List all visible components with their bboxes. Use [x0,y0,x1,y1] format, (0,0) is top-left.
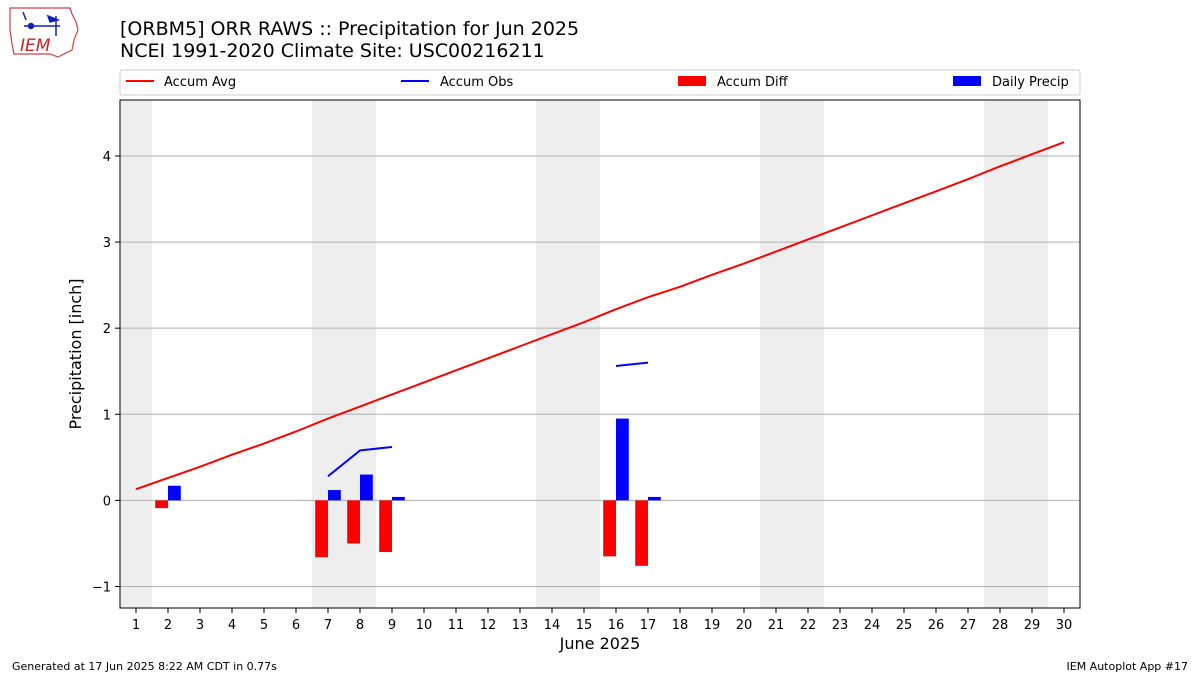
x-tick-label: 25 [896,618,913,633]
generated-timestamp: Generated at 17 Jun 2025 8:22 AM CDT in … [12,660,277,673]
x-tick-label: 11 [448,618,465,633]
iowa-outline-icon [9,7,79,58]
legend-label-accum-obs: Accum Obs [440,75,513,90]
y-tick-label: 1 [103,408,111,423]
x-tick-label: 7 [324,618,332,633]
plot-frame [119,99,1081,609]
x-tick-label: 5 [260,618,268,633]
daily-precip-bar [392,496,405,501]
x-tick-label: 12 [480,618,497,633]
legend-label-accum-diff: Accum Diff [717,75,789,90]
accum-diff-bar [603,500,616,557]
y-axis-label: Precipitation [inch] [66,278,85,429]
legend-label-daily-precip: Daily Precip [992,75,1069,90]
x-tick-label: 2 [164,618,172,633]
x-tick-label: 15 [576,618,593,633]
x-tick-label: 19 [704,618,721,633]
logo-text: IEM [20,36,51,56]
x-tick-label: 29 [1024,618,1041,633]
gridlines [120,155,1080,587]
x-tick-label: 26 [928,618,945,633]
accum-avg-line [135,141,1065,491]
legend-label-accum-avg: Accum Avg [164,75,236,90]
chart-title: [ORBM5] ORR RAWS :: Precipitation for Ju… [120,18,579,40]
daily-precip-bar [648,496,661,501]
x-tick-label: 20 [736,618,753,633]
accum-diff-bar [635,500,648,566]
daily-precip-bar [328,490,341,501]
x-tick-label: 16 [608,618,625,633]
weekend-band-4 [984,100,1048,608]
lines [135,141,1065,491]
legend: Accum Avg Accum Obs Accum Diff Daily Pre… [119,69,1081,96]
weather-station-icon [22,11,61,36]
x-tick-label: 10 [416,618,433,633]
bars [155,418,661,566]
x-tick-label: 18 [672,618,689,633]
x-tick-label: 1 [132,618,140,633]
x-tick-label: 3 [196,618,204,633]
chart-subtitle: NCEI 1991-2020 Climate Site: USC00216211 [120,40,545,62]
legend-swatch-accum-diff [678,76,706,86]
iem-logo: IEM [9,7,79,58]
x-tick-label: 9 [388,618,396,633]
x-tick-label: 6 [292,618,300,633]
weekend-band-3 [760,100,824,608]
accum-diff-bar [347,500,360,544]
x-tick-label: 13 [512,618,529,633]
x-tick-label: 4 [228,618,236,633]
weekend-shading [120,100,1048,608]
daily-precip-bar [616,418,629,501]
x-tick-label: 27 [960,618,977,633]
daily-precip-bar [168,485,181,501]
x-tick-label: 14 [544,618,561,633]
app-credit: IEM Autoplot App #17 [1067,660,1189,673]
legend-frame [119,69,1081,96]
x-tick-label: 30 [1056,618,1073,633]
x-tick-label: 8 [356,618,364,633]
x-tick-label: 28 [992,618,1009,633]
accum-obs-line-1 [615,361,649,368]
x-tick-label: 22 [800,618,817,633]
y-tick-label: 2 [103,322,111,337]
daily-precip-bar [360,474,373,501]
legend-swatch-daily-precip [953,76,981,86]
accum-diff-bar [155,500,168,509]
y-tick-label: 4 [103,150,111,165]
accum-obs-line-0 [327,445,393,478]
weekend-band-0 [120,100,152,608]
y-tick-label: −1 [92,580,111,595]
x-tick-label: 24 [864,618,881,633]
x-tick-label: 17 [640,618,657,633]
weekend-band-2 [536,100,600,608]
accum-diff-bar [315,500,328,558]
y-tick-label: 0 [103,494,111,509]
x-axis-label: June 2025 [559,634,641,653]
y-tick-label: 3 [103,236,111,251]
x-tick-label: 21 [768,618,785,633]
accum-diff-bar [379,500,392,553]
x-tick-label: 23 [832,618,849,633]
